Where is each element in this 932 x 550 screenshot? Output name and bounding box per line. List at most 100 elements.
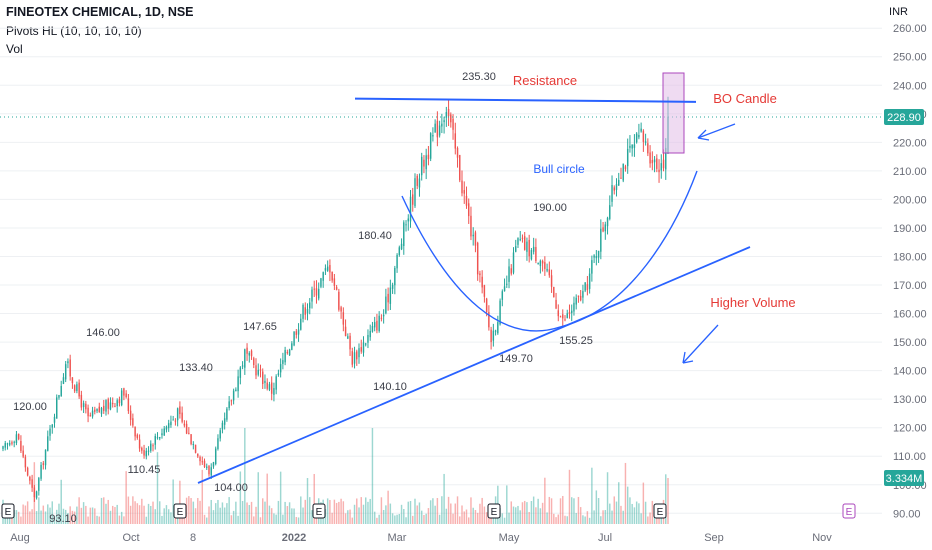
candle-body — [123, 388, 125, 396]
volume-bar — [295, 517, 298, 524]
volume-bar — [530, 500, 533, 524]
candle-body — [2, 446, 4, 449]
candle-body — [456, 147, 459, 158]
candle-body — [161, 433, 163, 436]
volume-bar — [546, 512, 548, 524]
volume-bar — [445, 508, 448, 524]
candle-body — [150, 443, 152, 451]
candle-body — [273, 388, 275, 395]
candle-body — [138, 439, 141, 449]
candle-body — [403, 222, 405, 246]
volume-bar — [535, 507, 537, 524]
volume-bar — [640, 513, 642, 524]
volume-bar — [241, 500, 244, 524]
candle-body — [315, 288, 318, 296]
candle-body — [499, 300, 501, 325]
volume-bar — [38, 497, 40, 524]
volume-bar — [609, 503, 611, 524]
candle-body — [555, 299, 557, 309]
candle-body — [463, 190, 465, 194]
earnings-marker-label: E — [177, 507, 184, 518]
candle-body — [29, 476, 31, 481]
volume-bar — [570, 497, 573, 524]
time-axis-label: 2022 — [282, 532, 306, 544]
volume-bar — [56, 509, 58, 524]
candle-body — [559, 316, 562, 318]
candle-body — [194, 444, 197, 453]
volume-bar — [291, 508, 293, 524]
volume-bar — [371, 428, 374, 524]
candle-body — [145, 450, 148, 457]
volume-bar — [490, 515, 492, 524]
volume-bar — [481, 497, 483, 524]
volume-bar — [150, 505, 152, 524]
volume-bar — [642, 482, 645, 524]
currency-unit: INR — [889, 6, 908, 18]
earnings-marker — [173, 503, 187, 519]
volume-bar — [362, 504, 365, 524]
volume-bar — [459, 516, 461, 524]
volume-bar — [76, 506, 78, 524]
volume-bar — [436, 498, 439, 524]
indicator-label[interactable]: Pivots HL (10, 10, 10, 10) — [6, 24, 142, 38]
volume-bar — [454, 503, 457, 524]
volume-bar — [143, 505, 145, 524]
candle-body — [42, 463, 45, 465]
candle-body — [141, 447, 143, 451]
volume-bar — [167, 509, 170, 524]
volume-bar — [42, 505, 45, 524]
candle-body — [320, 278, 322, 287]
volume-bar — [53, 515, 56, 524]
volume-bar — [602, 510, 604, 524]
volume-bar — [275, 514, 277, 524]
volume-bar — [250, 501, 253, 524]
candle-body — [640, 128, 642, 132]
candle-body — [622, 163, 624, 181]
volume-bar — [467, 517, 470, 524]
volume-indicator-label[interactable]: Vol — [6, 42, 23, 56]
candle-body — [418, 178, 421, 188]
candle-body — [629, 145, 631, 148]
volume-bar — [398, 513, 401, 524]
candle-body — [235, 389, 237, 392]
volume-bar — [382, 510, 385, 524]
volume-bar — [8, 513, 11, 524]
volume-bar — [136, 503, 139, 524]
candle-body — [170, 421, 172, 426]
volume-bar — [427, 508, 430, 524]
candle-body — [407, 218, 409, 222]
volume-bar — [353, 504, 356, 524]
volume-bar — [584, 516, 586, 524]
pivot-label: 110.45 — [128, 464, 161, 476]
volume-bar — [633, 507, 636, 524]
candle-body — [192, 443, 195, 445]
candle-body — [665, 147, 667, 170]
volume-bar — [344, 513, 347, 524]
candle-body — [264, 380, 266, 383]
last-price-value: 228.90 — [887, 112, 921, 124]
candle-body — [474, 232, 477, 246]
volume-bar — [44, 511, 47, 524]
volume-bar — [313, 473, 315, 524]
volume-bar — [550, 498, 553, 524]
volume-bar — [635, 501, 638, 524]
candle-body — [539, 260, 542, 267]
volume-bar — [266, 473, 268, 524]
candle-body — [506, 283, 508, 285]
volume-bar — [15, 510, 18, 524]
volume-bar — [284, 501, 286, 524]
candle-body — [618, 180, 620, 186]
candle-body — [322, 272, 324, 281]
volume-bar — [409, 501, 412, 524]
candle-body — [644, 141, 647, 143]
volume-bar — [347, 510, 349, 524]
volume-bar — [277, 500, 280, 524]
candle-body — [575, 297, 577, 305]
volume-bar — [644, 501, 647, 524]
candle-body — [461, 180, 463, 194]
candle-body — [268, 384, 271, 390]
volume-bar — [257, 472, 259, 524]
price-axis-label: 90.00 — [893, 508, 921, 520]
candle-body — [573, 302, 575, 312]
